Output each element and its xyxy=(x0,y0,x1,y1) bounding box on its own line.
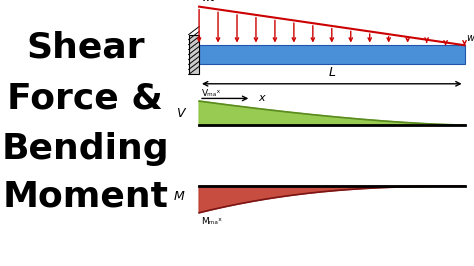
Text: w₁: w₁ xyxy=(201,0,215,3)
Text: x: x xyxy=(258,93,265,103)
Text: Shear: Shear xyxy=(26,31,145,65)
Text: Force &: Force & xyxy=(8,81,163,115)
Bar xyxy=(199,45,465,64)
Text: w₂ = 0: w₂ = 0 xyxy=(467,32,474,43)
Text: M: M xyxy=(174,190,185,203)
Polygon shape xyxy=(199,186,465,213)
Text: Bending: Bending xyxy=(1,132,169,166)
Text: L: L xyxy=(328,66,335,79)
Text: Mₘₐˣ: Mₘₐˣ xyxy=(201,217,222,226)
Text: Moment: Moment xyxy=(2,180,168,214)
Polygon shape xyxy=(199,101,465,125)
Text: Vₘₐˣ: Vₘₐˣ xyxy=(201,89,221,98)
Text: V: V xyxy=(176,107,185,119)
Bar xyxy=(189,35,199,74)
